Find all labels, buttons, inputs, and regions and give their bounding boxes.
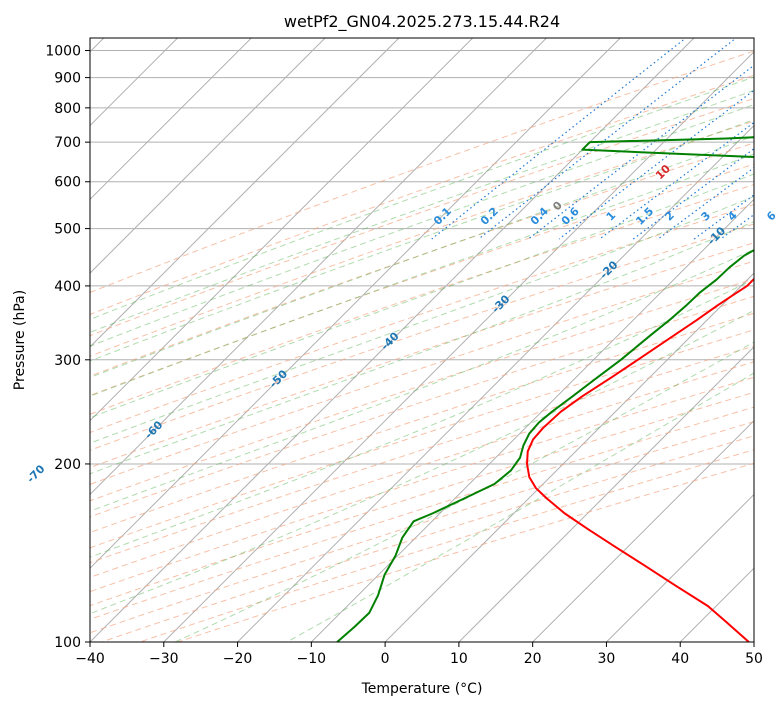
y-axis: 1000 900 800 700 600 500 400 300 200 100 bbox=[45, 44, 90, 651]
dry-adiabat-line bbox=[90, 120, 754, 357]
x-tick-label: 20 bbox=[524, 651, 542, 667]
dry-adiabat-line bbox=[90, 278, 754, 502]
isotherm-line bbox=[90, 38, 474, 422]
moist-adiabat-line bbox=[174, 341, 754, 642]
x-tick-label: 0 bbox=[381, 651, 390, 667]
x-tick-label: 50 bbox=[745, 651, 763, 667]
isotherm-line bbox=[90, 38, 326, 274]
dry-adiabat-line bbox=[90, 361, 754, 578]
mixing-ratio-line bbox=[657, 166, 754, 240]
dry-adiabat-line bbox=[90, 295, 754, 518]
y-tick-label: 100 bbox=[54, 635, 81, 651]
mixing-ratio-line bbox=[527, 64, 754, 240]
moist-adiabat-line bbox=[90, 309, 754, 615]
isotherm-line bbox=[236, 124, 754, 642]
plot-frame bbox=[89, 37, 755, 643]
x-tick-label: −30 bbox=[149, 651, 179, 667]
isotherm-line bbox=[163, 51, 754, 642]
mixing-ratio-line bbox=[431, 38, 687, 240]
grid-layer bbox=[90, 38, 754, 642]
y-tick-label: 900 bbox=[54, 71, 81, 87]
x-axis-label: Temperature (°C) bbox=[361, 681, 483, 697]
temperature-line bbox=[526, 277, 754, 642]
y-tick-label: 400 bbox=[54, 279, 81, 295]
isotherm-line bbox=[90, 38, 548, 496]
y-tick-label: 600 bbox=[54, 175, 81, 191]
y-tick-label: 1000 bbox=[45, 44, 81, 60]
chart-title: wetPf2_GN04.2025.273.15.44.R24 bbox=[284, 12, 560, 32]
moist-adiabat-line bbox=[90, 119, 754, 362]
x-tick-label: 30 bbox=[598, 651, 616, 667]
moist-adiabat-line bbox=[90, 278, 754, 558]
moist-adiabat-line bbox=[90, 248, 754, 512]
series-layer bbox=[336, 136, 754, 642]
y-tick-label: 800 bbox=[54, 101, 81, 117]
isotherm-line bbox=[90, 38, 400, 348]
moist-adiabat-line bbox=[90, 221, 754, 475]
y-tick-label: 300 bbox=[54, 353, 81, 369]
x-tick-label: −40 bbox=[75, 651, 105, 667]
isotherm-line bbox=[90, 38, 253, 201]
moist-adiabat-line bbox=[90, 89, 754, 333]
isotherm-line bbox=[458, 346, 754, 642]
dry-adiabat-line bbox=[90, 142, 754, 377]
isotherm-line bbox=[384, 272, 754, 642]
isotherm-line bbox=[90, 38, 695, 642]
dewpoint-line bbox=[336, 136, 754, 642]
isotherm-line bbox=[310, 198, 754, 642]
dry-adiabat-line bbox=[90, 97, 754, 337]
x-axis: −40 −30 −20 −10 0 10 20 30 40 50 bbox=[75, 642, 763, 667]
x-tick-label: 40 bbox=[671, 651, 689, 667]
dry-adiabat-line bbox=[90, 391, 754, 607]
isotherm-line bbox=[90, 38, 621, 569]
y-tick-label: 700 bbox=[54, 135, 81, 151]
y-axis-label: Pressure (hPa) bbox=[12, 290, 28, 390]
mixing-ratio-line bbox=[478, 38, 738, 240]
x-tick-label: 10 bbox=[450, 651, 468, 667]
mixing-ratio-label: 6 bbox=[764, 209, 775, 224]
moist-adiabat-line bbox=[90, 173, 754, 419]
mixing-ratio-line bbox=[558, 89, 754, 240]
moist-adiabat-line bbox=[286, 372, 754, 642]
dry-adiabat-line bbox=[90, 204, 754, 434]
dry-adiabat-line bbox=[90, 163, 754, 397]
dry-adiabat-line bbox=[90, 329, 754, 549]
y-tick-label: 200 bbox=[54, 457, 81, 473]
moist-adiabat-line bbox=[90, 153, 754, 397]
x-tick-label: −10 bbox=[297, 651, 327, 667]
dry-adiabat-line bbox=[90, 242, 754, 469]
y-tick-label: 500 bbox=[54, 222, 81, 238]
dry-adiabat-line bbox=[90, 260, 754, 485]
isotherm-line bbox=[605, 493, 754, 642]
x-tick-label: −20 bbox=[223, 651, 253, 667]
isotherm-line bbox=[531, 419, 754, 642]
dry-adiabat-line bbox=[90, 50, 754, 294]
